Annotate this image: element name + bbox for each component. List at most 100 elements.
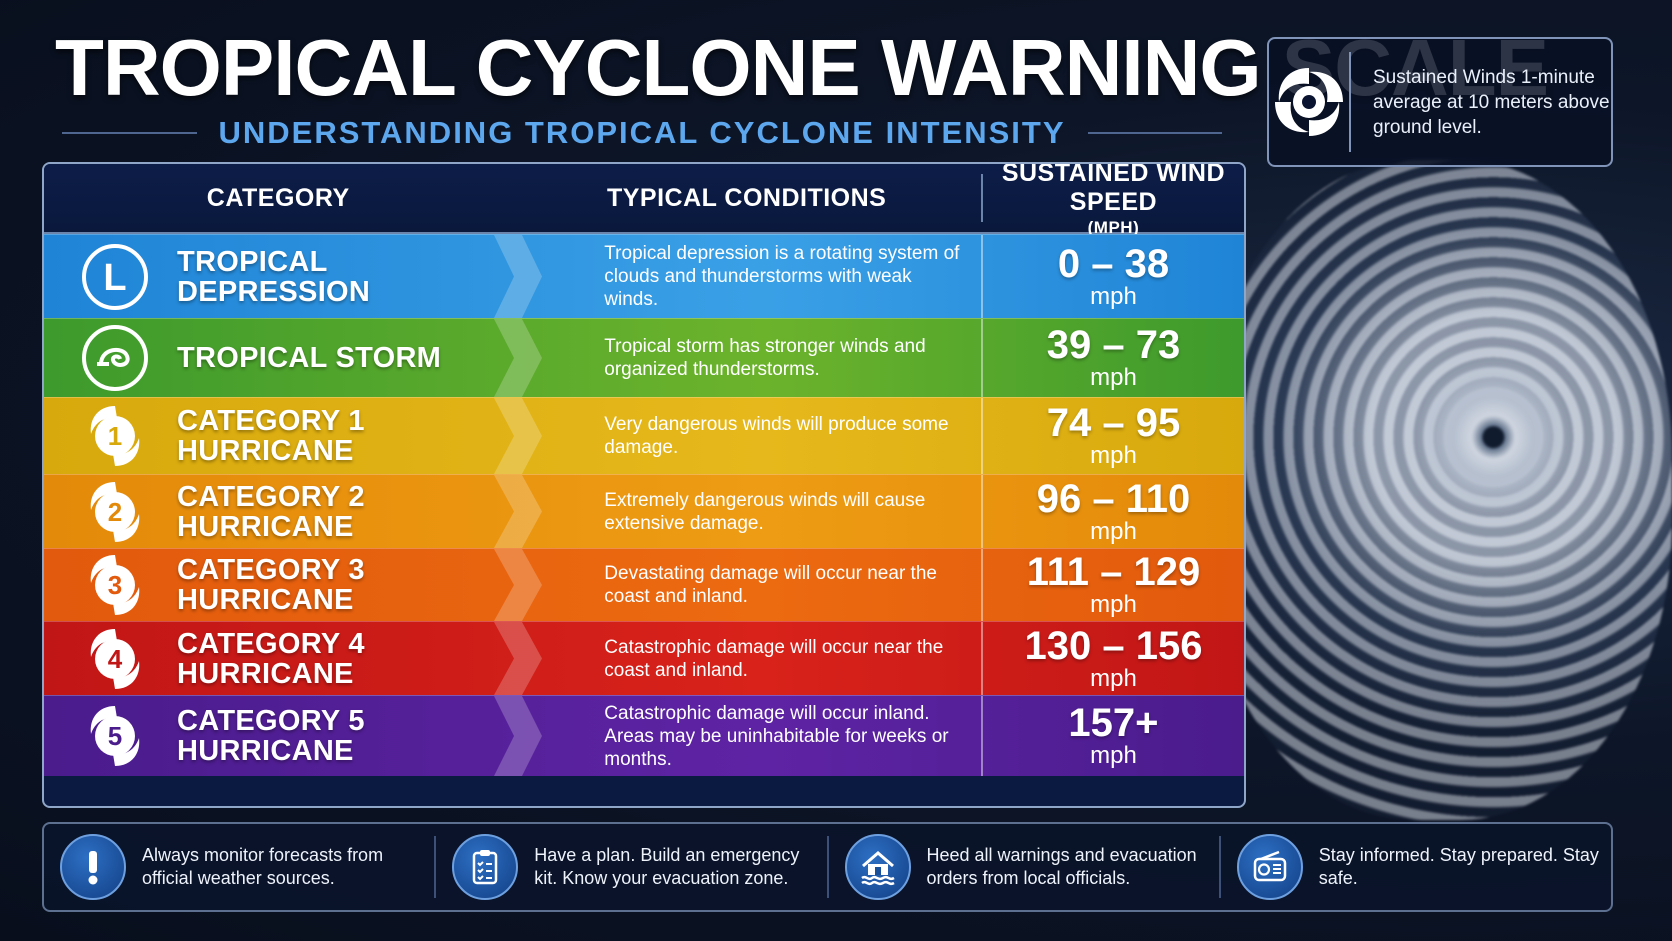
row-category-label: CATEGORY 4 HURRICANE bbox=[177, 627, 365, 690]
tip-text: Always monitor forecasts from official w… bbox=[142, 845, 384, 888]
row-conditions: Devastating damage will occur near the c… bbox=[604, 563, 937, 607]
header-wind-speed: SUSTAINED WIND SPEED (MPH) bbox=[980, 164, 1244, 237]
row-category-label: CATEGORY 3 HURRICANE bbox=[177, 554, 365, 616]
header-wind-unit: (MPH) bbox=[1087, 217, 1140, 237]
row-wind-range: 74 – 95 bbox=[1046, 401, 1181, 445]
tip-heed-warnings: Heed all warnings and evacuation orders … bbox=[826, 834, 1219, 900]
row-wind-range: 0 – 38 bbox=[1057, 241, 1170, 286]
subtitle-divider-right bbox=[1087, 132, 1222, 134]
page-subtitle: UNDERSTANDING TROPICAL CYCLONE INTENSITY bbox=[218, 115, 1066, 150]
row-conditions: Tropical depression is a rotating system… bbox=[604, 243, 960, 310]
row-category-label: TROPICAL DEPRESSION bbox=[177, 245, 371, 308]
chevron-right-icon bbox=[494, 696, 543, 776]
row-wind-range: 96 – 110 bbox=[1036, 476, 1191, 521]
table-row: 5 CATEGORY 5 HURRICANE Catastrophic damage… bbox=[44, 695, 1244, 776]
row-category: 4 CATEGORY 4 HURRICANE bbox=[44, 622, 543, 695]
hurricane-2-icon: 2 bbox=[79, 476, 151, 548]
row-category: L TROPICAL DEPRESSION bbox=[44, 235, 543, 318]
row-wind-unit: mph bbox=[1090, 664, 1137, 692]
table-row: 3 CATEGORY 3 HURRICANE Devastating damage … bbox=[44, 548, 1244, 621]
row-category-label: CATEGORY 5 HURRICANE bbox=[177, 705, 365, 767]
table-row: TROPICAL STORM Tropical storm has stronge… bbox=[44, 318, 1244, 397]
row-wind-range: 39 – 73 bbox=[1046, 323, 1181, 367]
row-wind-unit: mph bbox=[1090, 364, 1137, 391]
table-header: CATEGORY TYPICAL CONDITIONS SUSTAINED WI… bbox=[44, 164, 1244, 237]
low-pressure-icon: L bbox=[79, 241, 151, 313]
table-row: 2 CATEGORY 2 HURRICANE Extremely dangerous… bbox=[44, 474, 1244, 548]
row-conditions: Extremely dangerous winds will cause ext… bbox=[604, 489, 926, 534]
row-icon-text: 1 bbox=[108, 421, 122, 451]
row-category: TROPICAL STORM bbox=[44, 319, 543, 397]
row-wind-unit: mph bbox=[1090, 591, 1137, 618]
chevron-right-icon bbox=[494, 319, 543, 397]
header-wind-label: SUSTAINED WIND SPEED bbox=[1001, 162, 1226, 216]
subtitle-divider-left bbox=[62, 132, 197, 134]
tip-text: Heed all warnings and evacuation orders … bbox=[926, 845, 1197, 888]
row-icon-text: L bbox=[103, 257, 126, 299]
hurricane-5-icon: 5 bbox=[79, 700, 151, 772]
row-conditions: Catastrophic damage will occur near the … bbox=[604, 636, 944, 681]
row-category-label: CATEGORY 1 HURRICANE bbox=[177, 405, 365, 467]
row-wind-speed: 74 – 95 mph bbox=[980, 398, 1244, 474]
row-icon-text: 4 bbox=[108, 644, 123, 674]
tip-emergency-plan: Have a plan. Build an emergency kit. Kno… bbox=[434, 834, 826, 900]
sustained-winds-text: Sustained Winds 1-minute average at 10 m… bbox=[1373, 66, 1610, 138]
header-conditions: TYPICAL CONDITIONS bbox=[606, 183, 887, 212]
row-wind-speed: 111 – 129 mph bbox=[980, 549, 1244, 621]
row-wind-unit: mph bbox=[1090, 517, 1137, 545]
row-category-label: TROPICAL STORM bbox=[177, 342, 442, 374]
row-category: 3 CATEGORY 3 HURRICANE bbox=[44, 549, 543, 621]
table-row: 4 CATEGORY 4 HURRICANE Catastrophic damage… bbox=[44, 621, 1244, 695]
chevron-right-icon bbox=[494, 549, 543, 621]
tip-text: Stay informed. Stay prepared. Stay safe. bbox=[1318, 845, 1599, 888]
chevron-right-icon bbox=[494, 622, 543, 695]
row-wind-speed: 96 – 110 mph bbox=[980, 475, 1244, 548]
cyclone-scale-table: CATEGORY TYPICAL CONDITIONS SUSTAINED WI… bbox=[42, 162, 1246, 808]
row-category: 5 CATEGORY 5 HURRICANE bbox=[44, 696, 543, 776]
tip-text: Have a plan. Build an emergency kit. Kno… bbox=[534, 845, 800, 888]
row-wind-unit: mph bbox=[1090, 442, 1137, 469]
tip-monitor-forecasts: Always monitor forecasts from official w… bbox=[44, 834, 434, 900]
row-wind-range: 157+ bbox=[1068, 701, 1159, 745]
hurricane-3-icon: 3 bbox=[79, 549, 151, 621]
row-category: 2 CATEGORY 2 HURRICANE bbox=[44, 475, 543, 548]
row-icon-text: 2 bbox=[108, 497, 122, 527]
hurricane-satellite-image bbox=[1202, 160, 1672, 820]
row-category: 1 CATEGORY 1 HURRICANE bbox=[44, 398, 543, 474]
row-wind-speed: 130 – 156 mph bbox=[980, 622, 1244, 695]
chevron-right-icon bbox=[494, 398, 543, 474]
row-category-label: CATEGORY 2 HURRICANE bbox=[177, 480, 365, 543]
subtitle-row: UNDERSTANDING TROPICAL CYCLONE INTENSITY bbox=[62, 110, 1222, 156]
tip-stay-informed: Stay informed. Stay prepared. Stay safe. bbox=[1218, 834, 1611, 900]
radio-icon bbox=[1236, 834, 1303, 900]
row-wind-speed: 0 – 38 mph bbox=[980, 235, 1244, 318]
chevron-right-icon bbox=[494, 475, 543, 548]
tropical-storm-icon bbox=[79, 322, 151, 394]
chevron-right-icon bbox=[494, 235, 543, 318]
safety-tips-bar: Always monitor forecasts from official w… bbox=[42, 822, 1613, 912]
row-wind-unit: mph bbox=[1090, 742, 1137, 769]
sustained-winds-info-box: Sustained Winds 1-minute average at 10 m… bbox=[1267, 37, 1613, 167]
row-icon-text: 5 bbox=[108, 721, 122, 751]
header-category: CATEGORY bbox=[206, 183, 350, 212]
row-wind-speed: 157+ mph bbox=[980, 696, 1244, 776]
row-icon-text: 3 bbox=[108, 570, 122, 600]
row-wind-range: 130 – 156 bbox=[1024, 623, 1203, 668]
flooded-house-icon bbox=[844, 834, 911, 900]
cyclone-icon bbox=[1269, 52, 1351, 152]
clipboard-checklist-icon bbox=[452, 834, 519, 900]
row-conditions: Catastrophic damage will occur inland. A… bbox=[604, 702, 949, 770]
row-conditions: Tropical storm has stronger winds and or… bbox=[604, 336, 926, 380]
row-wind-speed: 39 – 73 mph bbox=[980, 319, 1244, 397]
row-conditions: Very dangerous winds will produce some d… bbox=[604, 414, 949, 458]
table-body: L TROPICAL DEPRESSION Tropical depression … bbox=[44, 234, 1244, 776]
row-wind-range: 111 – 129 bbox=[1026, 550, 1201, 594]
hurricane-4-icon: 4 bbox=[79, 623, 151, 695]
exclamation-icon bbox=[60, 834, 126, 900]
page-title: TROPICAL CYCLONE WARNING SCALE bbox=[55, 23, 1549, 112]
row-wind-unit: mph bbox=[1090, 282, 1137, 310]
table-row: 1 CATEGORY 1 HURRICANE Very dangerous wind… bbox=[44, 397, 1244, 474]
hurricane-1-icon: 1 bbox=[79, 400, 151, 472]
table-row: L TROPICAL DEPRESSION Tropical depression … bbox=[44, 234, 1244, 318]
